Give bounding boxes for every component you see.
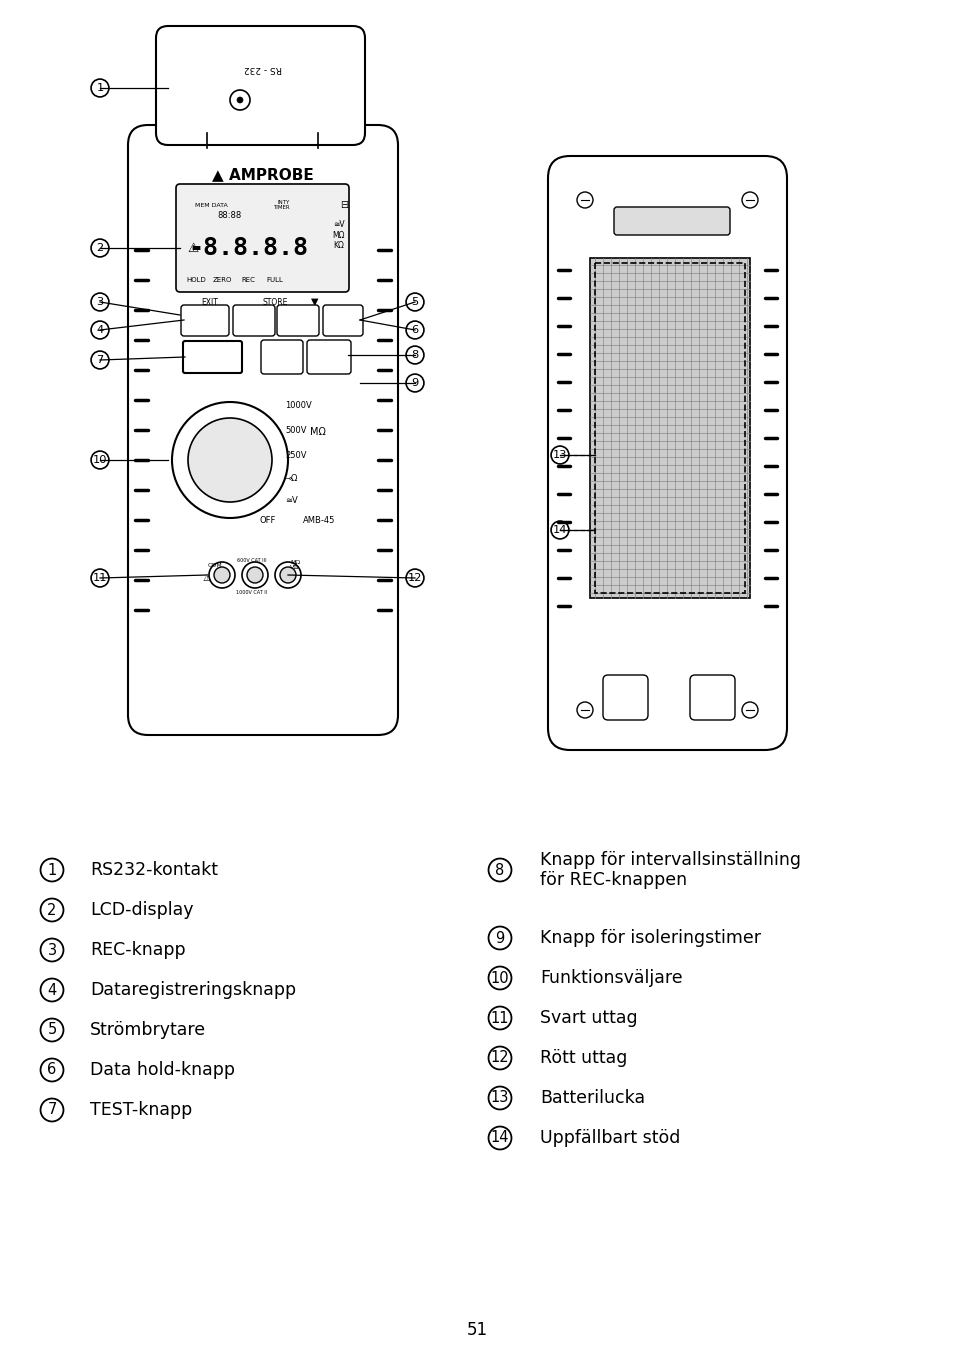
Text: Knapp för intervallsinställning
för REC-knappen: Knapp för intervallsinställning för REC-… xyxy=(539,851,801,890)
Text: Svart uttag: Svart uttag xyxy=(539,1009,637,1026)
Circle shape xyxy=(280,567,295,583)
Text: 10: 10 xyxy=(490,970,509,985)
Text: EXIT: EXIT xyxy=(201,297,218,307)
Circle shape xyxy=(213,567,230,583)
FancyBboxPatch shape xyxy=(589,258,749,598)
Text: 9: 9 xyxy=(411,378,418,388)
Text: 11: 11 xyxy=(92,572,107,583)
Text: 3: 3 xyxy=(48,942,56,957)
Text: Dataregistreringsknapp: Dataregistreringsknapp xyxy=(90,981,295,999)
Text: REC-knapp: REC-knapp xyxy=(90,940,186,960)
Text: ≅V
MΩ
KΩ: ≅V MΩ KΩ xyxy=(333,219,345,249)
Text: Batterilucka: Batterilucka xyxy=(539,1089,644,1107)
Text: Rött uttag: Rött uttag xyxy=(539,1050,627,1067)
Text: 600V CAT III: 600V CAT III xyxy=(237,557,267,563)
FancyBboxPatch shape xyxy=(689,675,734,720)
Text: 5: 5 xyxy=(48,1022,56,1037)
Circle shape xyxy=(188,418,272,502)
Text: 3: 3 xyxy=(96,297,104,307)
Text: MEM DATA: MEM DATA xyxy=(194,203,228,207)
FancyBboxPatch shape xyxy=(307,339,351,373)
Text: 8: 8 xyxy=(495,863,504,878)
Text: TEST: TEST xyxy=(196,352,228,363)
Text: ▼: ▼ xyxy=(311,297,318,307)
FancyBboxPatch shape xyxy=(233,305,274,337)
FancyBboxPatch shape xyxy=(183,341,242,373)
Text: Data hold-knapp: Data hold-knapp xyxy=(90,1060,234,1079)
Text: 11: 11 xyxy=(490,1010,509,1025)
Text: 2: 2 xyxy=(48,902,56,917)
Text: -8.8.8.8: -8.8.8.8 xyxy=(188,236,308,260)
Text: 12: 12 xyxy=(490,1051,509,1066)
Text: 500V: 500V xyxy=(285,425,306,435)
Text: 14: 14 xyxy=(552,525,567,536)
Text: Uppfällbart stöd: Uppfällbart stöd xyxy=(539,1129,679,1148)
FancyBboxPatch shape xyxy=(181,305,229,337)
Text: INTY
TIMER: INTY TIMER xyxy=(274,199,290,210)
FancyBboxPatch shape xyxy=(261,339,303,373)
FancyBboxPatch shape xyxy=(156,26,365,144)
Text: STORE: STORE xyxy=(262,297,288,307)
Text: ⊟: ⊟ xyxy=(339,200,348,210)
Text: MΩ: MΩ xyxy=(310,427,326,438)
Text: ⚠: ⚠ xyxy=(187,241,198,255)
Text: 250V: 250V xyxy=(285,451,306,459)
FancyBboxPatch shape xyxy=(175,184,349,292)
Text: 13: 13 xyxy=(552,450,567,459)
Text: Strömbrytare: Strömbrytare xyxy=(90,1021,206,1039)
Text: 8: 8 xyxy=(411,350,418,360)
Text: 88:88: 88:88 xyxy=(217,210,242,219)
Text: 6: 6 xyxy=(411,324,418,335)
Text: OFF: OFF xyxy=(260,515,276,525)
Text: ⚠: ⚠ xyxy=(202,572,212,583)
FancyBboxPatch shape xyxy=(323,305,363,337)
Text: 9: 9 xyxy=(495,931,504,946)
FancyBboxPatch shape xyxy=(547,155,786,750)
Text: LCD-display: LCD-display xyxy=(90,901,193,919)
Text: 1000V CAT II: 1000V CAT II xyxy=(236,590,268,594)
Text: 7: 7 xyxy=(96,354,104,365)
Text: 51: 51 xyxy=(466,1321,487,1338)
FancyBboxPatch shape xyxy=(602,675,647,720)
Text: RS232-kontakt: RS232-kontakt xyxy=(90,861,218,879)
Circle shape xyxy=(236,97,243,104)
Text: REC: REC xyxy=(247,318,261,323)
Text: 13: 13 xyxy=(490,1090,509,1105)
Text: DATA
Capture: DATA Capture xyxy=(193,315,216,326)
Text: REC: REC xyxy=(241,277,254,284)
Text: 4: 4 xyxy=(96,324,104,335)
Text: HOLD: HOLD xyxy=(333,318,353,323)
Text: FULL: FULL xyxy=(266,277,283,284)
Text: HOLD: HOLD xyxy=(186,277,206,284)
Text: TEST-knapp: TEST-knapp xyxy=(90,1101,193,1119)
Text: 2: 2 xyxy=(96,243,104,254)
Text: RS - 232: RS - 232 xyxy=(244,64,282,72)
Text: ~⊞
ZERO: ~⊞ ZERO xyxy=(290,309,306,320)
Text: Knapp för isoleringstimer: Knapp för isoleringstimer xyxy=(539,930,760,947)
Text: 14: 14 xyxy=(490,1130,509,1145)
Text: 4: 4 xyxy=(48,983,56,998)
Text: Funktionsväljare: Funktionsväljare xyxy=(539,969,682,987)
Text: ZERO: ZERO xyxy=(213,277,232,284)
Text: 1000V: 1000V xyxy=(285,401,312,409)
Text: COM: COM xyxy=(208,563,222,567)
Text: REC
INTV: REC INTV xyxy=(321,345,336,356)
Text: MΩ
V⊟: MΩ V⊟ xyxy=(290,560,300,570)
Text: 5: 5 xyxy=(411,297,418,307)
Text: ⊸Ω: ⊸Ω xyxy=(285,473,298,483)
Text: ≅V: ≅V xyxy=(285,496,297,504)
Text: AMB-45: AMB-45 xyxy=(303,515,335,525)
FancyBboxPatch shape xyxy=(614,207,729,234)
Text: 10: 10 xyxy=(92,455,107,465)
Text: ▲ AMPROBE: ▲ AMPROBE xyxy=(212,168,314,183)
FancyBboxPatch shape xyxy=(276,305,318,337)
Text: 6: 6 xyxy=(48,1063,56,1078)
Text: TIMER: TIMER xyxy=(271,354,293,360)
Text: 1: 1 xyxy=(48,863,56,878)
FancyBboxPatch shape xyxy=(128,125,397,735)
Circle shape xyxy=(247,567,263,583)
Text: 1: 1 xyxy=(96,83,104,93)
Text: 7: 7 xyxy=(48,1103,56,1118)
Text: 12: 12 xyxy=(407,572,422,583)
